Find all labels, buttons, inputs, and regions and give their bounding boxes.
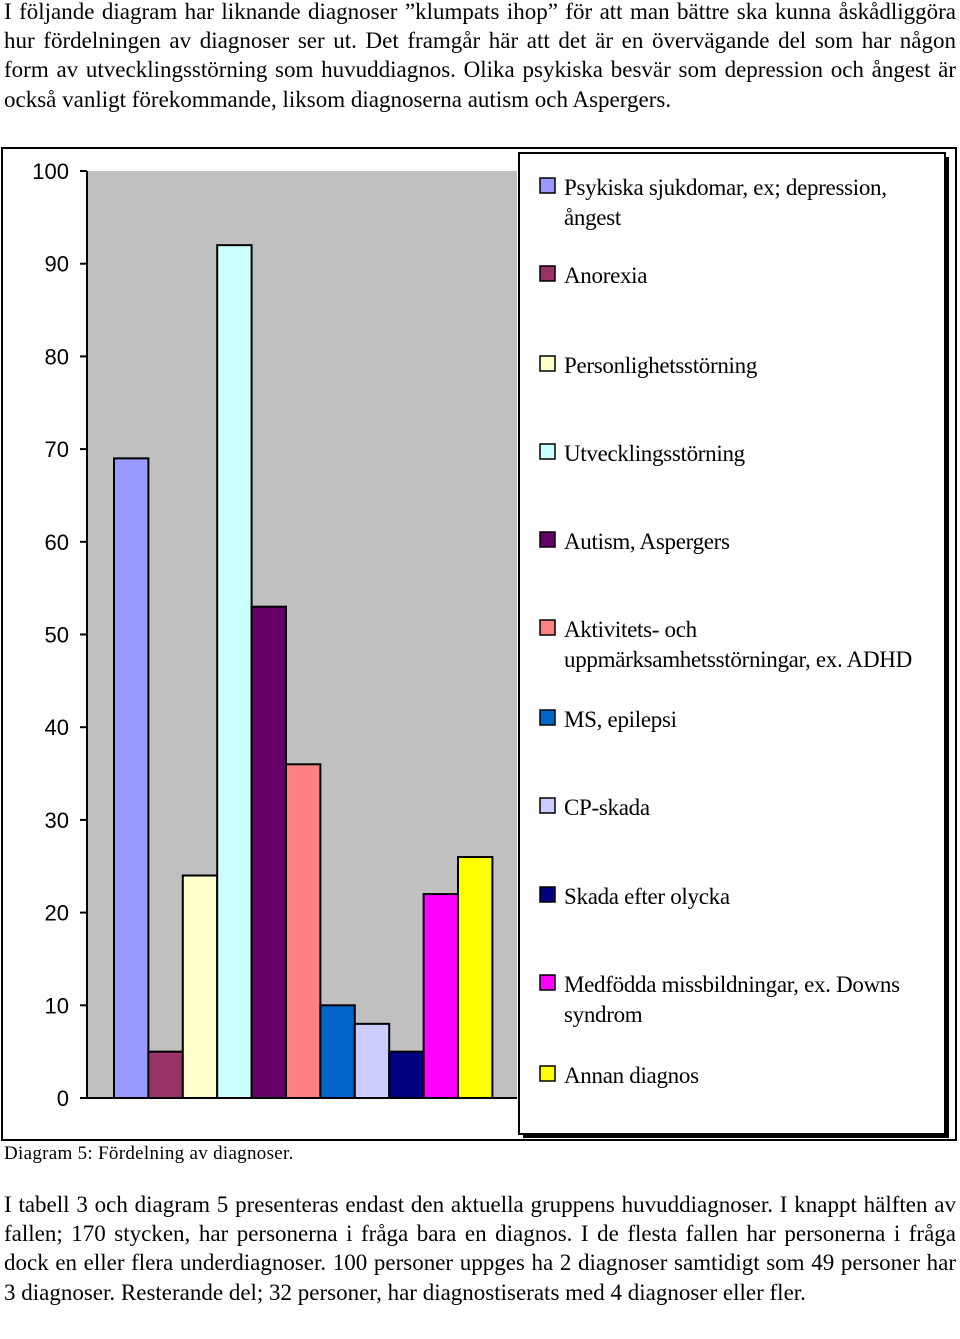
legend-swatch [539, 443, 556, 460]
bars [113, 244, 494, 1100]
legend-label: Skada efter olycka [564, 884, 730, 909]
y-axis: 0 10 20 30 40 50 60 70 80 90 100 [32, 159, 517, 1111]
bar [250, 605, 288, 1099]
legend-box [518, 152, 946, 1135]
y-tick-label: 70 [45, 437, 69, 462]
legend-label: MS, epilepsi [564, 707, 677, 732]
legend-label: Aktivitets- och uppmärksamhetsstörningar,… [564, 617, 912, 672]
bar [353, 1022, 391, 1100]
y-tick-label: 80 [45, 344, 69, 369]
legend-swatch [539, 619, 556, 636]
legend-label: CP-skada [564, 795, 650, 820]
legend-label: Psykiska sjukdomar, ex; depression, ånges… [564, 175, 887, 230]
legend-swatch [539, 797, 556, 814]
bar [388, 1050, 425, 1100]
y-tick-label: 0 [57, 1086, 69, 1111]
legend: Psykiska sjukdomar, ex; depression, ånges… [539, 175, 912, 1088]
y-tick-label: 40 [45, 715, 69, 740]
legend-label: Personlighetsstörning [564, 353, 758, 378]
bar [181, 874, 219, 1100]
legend-swatch [539, 974, 556, 991]
bar [457, 855, 494, 1099]
y-tick-label: 50 [45, 623, 69, 648]
legend-label: Utvecklingsstörning [564, 441, 746, 466]
y-tick-label: 30 [45, 808, 69, 833]
legend-label: Annan diagnos [564, 1063, 699, 1088]
bar [319, 1004, 356, 1099]
legend-swatch [539, 355, 556, 372]
bar-chart: 0 10 20 30 40 50 60 70 80 90 100 Psykiska sjukdoma… [1, 147, 957, 1141]
legend-swatch [539, 177, 556, 194]
legend-label: Anorexia [564, 263, 647, 288]
y-tick-label: 60 [45, 530, 69, 555]
y-tick-label: 10 [45, 993, 69, 1018]
bar [285, 763, 322, 1100]
bar [147, 1050, 184, 1100]
chart-caption: Diagram 5: Fördelning av diagnoser. [4, 1143, 294, 1164]
bar [422, 893, 460, 1099]
intro-paragraph: I följande diagram har liknande diagnose… [4, 0, 956, 112]
legend-label: Medfödda missbildningar, ex. Downs syndro… [564, 972, 900, 1027]
y-tick-label: 20 [45, 901, 69, 926]
legend-swatch [539, 886, 556, 903]
legend-swatch [539, 531, 556, 548]
outro-paragraph: I tabell 3 och diagram 5 presenteras end… [4, 1192, 956, 1305]
y-tick-label: 100 [32, 159, 69, 184]
legend-swatch [539, 1065, 556, 1082]
bar [216, 244, 253, 1100]
y-tick-label: 90 [45, 252, 69, 277]
bar [113, 457, 150, 1099]
legend-swatch [539, 265, 556, 282]
legend-swatch [539, 709, 556, 726]
legend-label: Autism, Aspergers [564, 529, 730, 554]
